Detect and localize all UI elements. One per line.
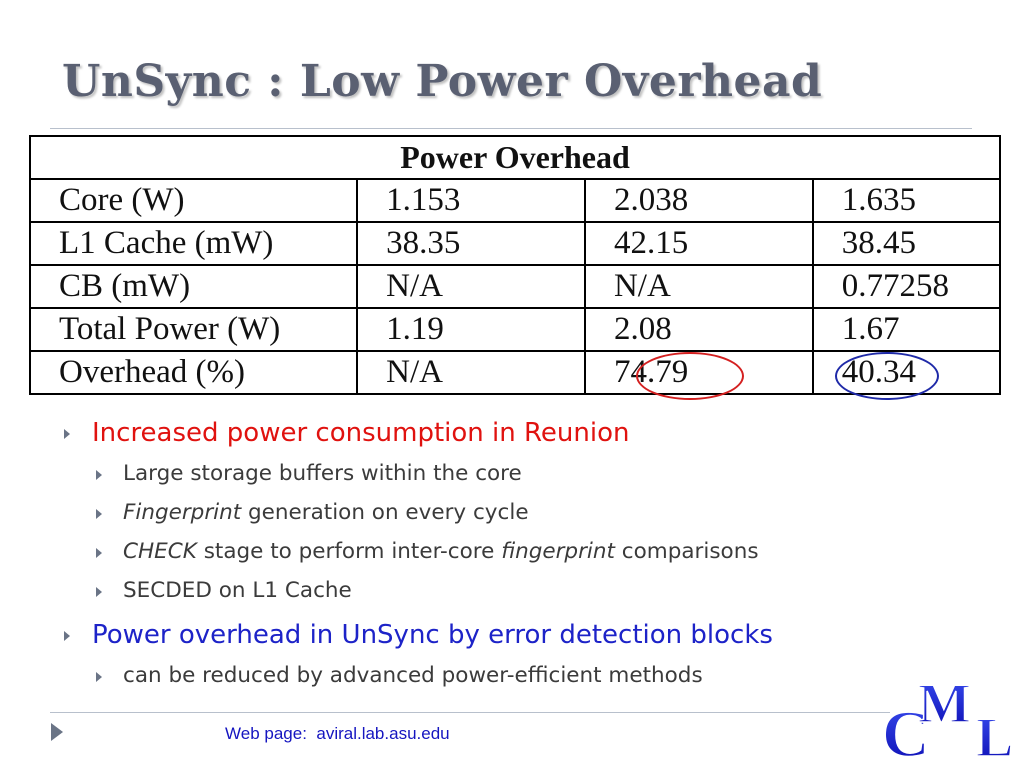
cell-value: 42.15	[583, 221, 814, 266]
cell-value: 38.45	[811, 221, 1002, 266]
cell-value: N/A	[356, 350, 586, 395]
table-row: CB (mW) N/A N/A 0.77258	[28, 264, 1002, 309]
cell-value: N/A	[356, 264, 586, 309]
bullet-arrow-icon	[64, 429, 70, 439]
footer-divider	[50, 712, 890, 713]
cell-value: 74.79	[583, 350, 814, 395]
row-label: L1 Cache (mW)	[28, 221, 359, 266]
bullet-item: Increased power consumption in Reunion	[64, 418, 630, 448]
logo-letter-m: M	[918, 673, 971, 735]
title-divider	[50, 128, 972, 129]
bullet-item: Power overhead in UnSync by error detect…	[64, 620, 773, 650]
cell-value: 2.038	[583, 178, 814, 223]
cell-value: 38.35	[356, 221, 586, 266]
bullet-text: Large storage buffers within the core	[123, 461, 522, 486]
bullet-text: comparisons	[614, 539, 759, 564]
cell-value: 1.19	[356, 307, 586, 352]
row-label: Total Power (W)	[28, 307, 359, 352]
cell-value: 0.77258	[811, 264, 1002, 309]
cell-value: 40.34	[811, 350, 1002, 395]
row-label: Overhead (%)	[28, 350, 359, 395]
row-label: Core (W)	[28, 178, 359, 223]
bullet-text: stage to perform inter-core	[196, 539, 502, 564]
table-row: Total Power (W) 1.19 2.08 1.67	[28, 307, 1002, 352]
logo-letter-l: L	[976, 707, 1013, 764]
table-header-row: Power Overhead	[29, 135, 1001, 180]
bullet-text: SECDED on L1 Cache	[123, 578, 352, 603]
bullet-emphasis: fingerprint	[501, 539, 615, 564]
cell-value: 1.153	[356, 178, 586, 223]
footer-web-link[interactable]: Web page: aviral.lab.asu.edu	[225, 724, 450, 743]
table-row: L1 Cache (mW) 38.35 42.15 38.45	[28, 221, 1002, 266]
bullet-text: can be reduced by advanced power-efficie…	[123, 663, 703, 688]
row-label: CB (mW)	[28, 264, 359, 309]
sub-bullet-item: SECDED on L1 Cache	[96, 578, 352, 603]
bullet-emphasis: CHECK	[123, 539, 197, 564]
bullet-emphasis: Fingerprint	[123, 500, 242, 525]
slide-title: UnSync : Low Power Overhead	[62, 56, 823, 107]
cml-logo: C M L	[881, 672, 1014, 764]
bullet-arrow-icon	[96, 470, 102, 480]
table-row: Overhead (%) N/A 74.79 40.34	[28, 350, 1002, 395]
sub-bullet-item: Large storage buffers within the core	[96, 461, 522, 486]
bullet-arrow-icon	[96, 587, 102, 597]
sub-bullet-item: can be reduced by advanced power-efficie…	[96, 663, 703, 688]
logo-letter-c: C	[882, 698, 930, 764]
bullet-arrow-icon	[96, 672, 102, 682]
cell-value: 2.08	[583, 307, 814, 352]
bullet-text: generation on every cycle	[241, 500, 529, 525]
table-header: Power Overhead	[29, 135, 1001, 180]
power-overhead-table: Power Overhead Core (W) 1.153 2.038 1.63…	[28, 135, 1002, 395]
bullet-text: Increased power consumption in Reunion	[92, 418, 630, 448]
sub-bullet-item: Fingerprint generation on every cycle	[96, 500, 529, 525]
cell-value: 1.67	[811, 307, 1002, 352]
bullet-arrow-icon	[96, 509, 102, 519]
bullet-arrow-icon	[64, 631, 70, 641]
footer-arrow-icon	[51, 723, 63, 741]
table-row: Core (W) 1.153 2.038 1.635	[28, 178, 1002, 223]
sub-bullet-item: CHECK stage to perform inter-core finger…	[96, 539, 759, 564]
cell-value: 1.635	[811, 178, 1002, 223]
bullet-text: Power overhead in UnSync by error detect…	[92, 620, 773, 650]
cell-value: N/A	[583, 264, 814, 309]
bullet-arrow-icon	[96, 548, 102, 558]
